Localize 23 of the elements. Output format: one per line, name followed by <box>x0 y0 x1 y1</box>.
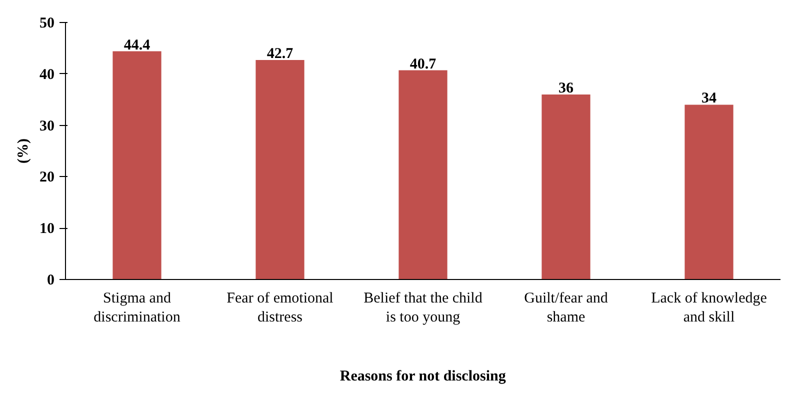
x-tick-label: Stigma and discrimination <box>94 290 181 326</box>
data-label: 42.7 <box>266 46 294 62</box>
x-axis-title: Reasons for not disclosing <box>340 368 506 385</box>
y-tick-label: 50 <box>40 16 54 32</box>
x-tick-label: Belief that the child is too young <box>364 290 483 326</box>
data-label: 34 <box>702 90 717 107</box>
y-tick-label: 20 <box>40 170 54 186</box>
bar <box>112 51 162 280</box>
y-axis-title: (%) <box>16 138 32 164</box>
y-tick-label: 40 <box>40 66 54 83</box>
y-tick-label: 10 <box>40 221 54 238</box>
y-tick-label: 0 <box>47 272 54 288</box>
data-label: 40.7 <box>410 56 437 72</box>
bar <box>684 104 734 280</box>
bar <box>542 94 590 280</box>
bar <box>398 70 448 280</box>
x-tick-label: Lack of knowledge and skill <box>651 290 768 326</box>
x-tick-label: Guilt/fear and shame <box>524 290 608 326</box>
data-label: 36 <box>558 80 574 96</box>
bar <box>256 60 304 280</box>
x-tick-label: Fear of emotional distress <box>226 290 334 326</box>
data-label: 44.4 <box>124 37 151 54</box>
y-tick-label: 30 <box>40 118 54 134</box>
